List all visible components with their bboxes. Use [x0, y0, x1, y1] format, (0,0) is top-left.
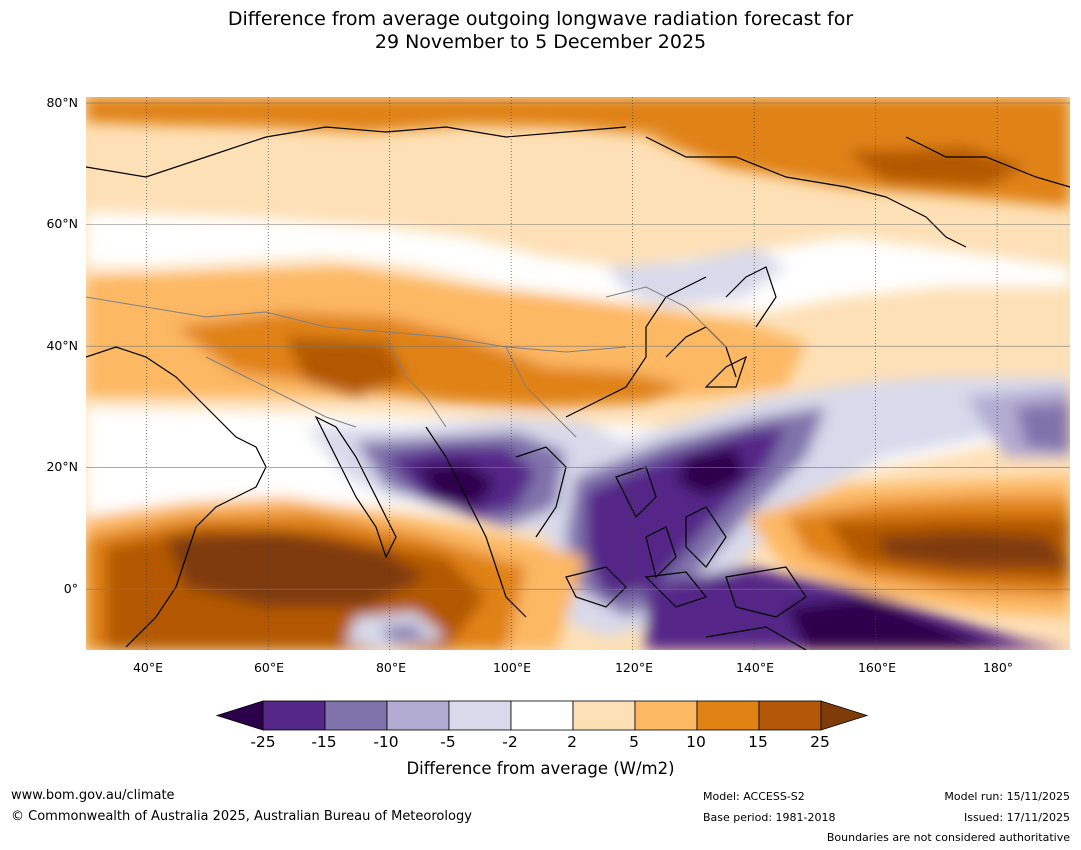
- colorbar-segment: [324, 700, 388, 731]
- colorbar-segment: [448, 700, 512, 731]
- graticule: [86, 97, 1070, 650]
- lat-label-80n: 80°N: [46, 95, 78, 110]
- colorbar-segment: [758, 700, 822, 731]
- colorbar-segment: [696, 700, 760, 731]
- field-central-asia-strong: [176, 312, 686, 407]
- lat-label-0: 0°: [63, 581, 78, 596]
- chart-title: Difference from average outgoing longwav…: [0, 8, 1081, 54]
- lon-label-120e: 120°E: [614, 660, 653, 675]
- lon-label-140e: 140°E: [735, 660, 774, 675]
- title-line-2: 29 November to 5 December 2025: [374, 31, 707, 53]
- field-midlat-neutral: [86, 212, 1070, 312]
- lat-label-40n: 40°N: [46, 338, 78, 353]
- colorbar-tick-label: -5: [440, 733, 456, 751]
- field-bay-of-bengal-core: [416, 462, 496, 507]
- colorbar-tick-label: -10: [373, 733, 399, 751]
- colorbar-low-extension: [215, 700, 264, 731]
- field-philippines-core: [676, 447, 746, 497]
- lat-label-60n: 60°N: [46, 216, 78, 231]
- colorbar-segment: [572, 700, 636, 731]
- colorbar-tick-label: -25: [250, 733, 276, 751]
- colorbar: [215, 700, 869, 731]
- colorbar-segment: [386, 700, 450, 731]
- colorbar-tick-label: 5: [629, 733, 639, 751]
- field-indian-ocean-max: [166, 532, 426, 607]
- field-tibet-strongest: [286, 337, 406, 397]
- lon-label-80e: 80°E: [375, 660, 407, 675]
- country-borders: [86, 286, 727, 438]
- footer-base-period: Base period: 1981-2018: [703, 811, 836, 824]
- footer-issued: Issued: 17/11/2025: [963, 811, 1070, 824]
- olr-anomaly-map: [86, 97, 1070, 650]
- field-siberia-positive: [646, 127, 1070, 207]
- coastlines: [86, 126, 1070, 650]
- lon-label-60e: 60°E: [253, 660, 285, 675]
- colorbar-tick-label: 15: [748, 733, 768, 751]
- colorbar-tick-label: -15: [311, 733, 337, 751]
- footer-model-run: Model run: 15/11/2025: [944, 790, 1070, 803]
- colorbar-tick-label: -2: [502, 733, 518, 751]
- footer-website[interactable]: www.bom.gov.au/climate: [11, 788, 175, 803]
- field-mongolia-negative: [606, 247, 786, 307]
- field-pacific-subtropical-max: [876, 532, 1070, 567]
- field-australia-moderate: [381, 625, 426, 642]
- field-arctic-positive: [86, 97, 1070, 197]
- lat-label-20n: 20°N: [46, 459, 78, 474]
- footer-copyright: © Commonwealth of Australia 2025, Austra…: [11, 809, 472, 824]
- lon-label-40e: 40°E: [132, 660, 164, 675]
- footer-model: Model: ACCESS-S2: [703, 790, 805, 803]
- lon-label-100e: 100°E: [492, 660, 531, 675]
- field-pacific-east-moderate: [1016, 402, 1070, 452]
- colorbar-segment: [262, 700, 326, 731]
- colorbar-tick-label: 10: [686, 733, 706, 751]
- lon-label-160e: 160°E: [857, 660, 896, 675]
- colorbar-high-extension: [820, 700, 869, 731]
- footer-disclaimer: Boundaries are not considered authoritat…: [826, 831, 1070, 844]
- field-equatorial-pacific-core: [786, 597, 1006, 650]
- colorbar-segment: [510, 700, 574, 731]
- colorbar-tick-label: 25: [810, 733, 830, 751]
- colorbar-title: Difference from average (W/m2): [406, 759, 675, 778]
- colorbar-segment: [634, 700, 698, 731]
- title-line-1: Difference from average outgoing longwav…: [227, 8, 854, 30]
- colorbar-tick-label: 2: [567, 733, 577, 751]
- lon-label-180: 180°: [982, 660, 1014, 675]
